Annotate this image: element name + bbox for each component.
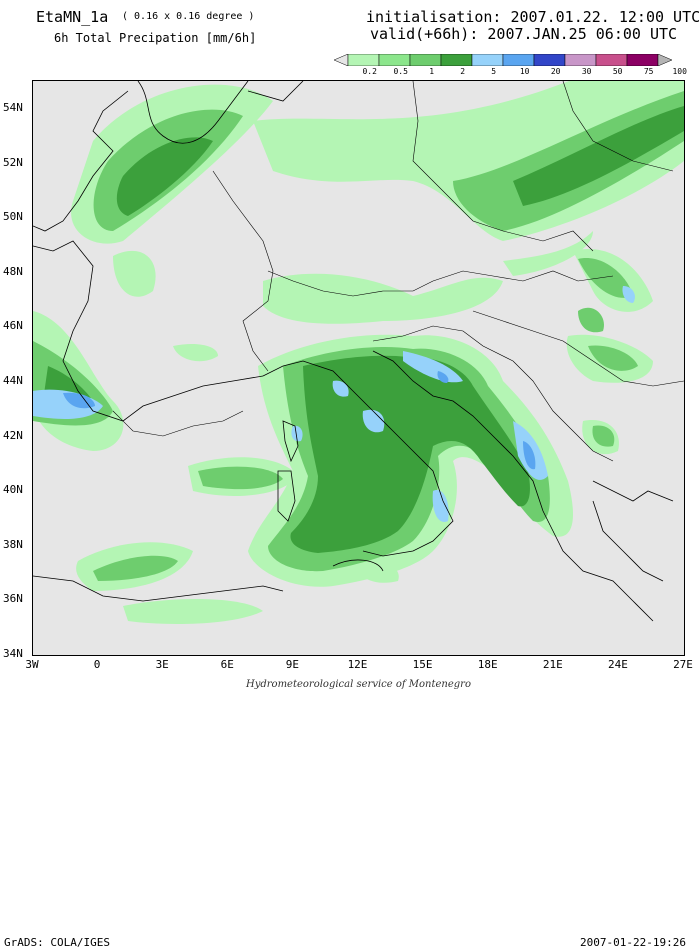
model-resolution: ( 0.16 x 0.16 degree ) (122, 11, 255, 22)
latitude-label: 38N (3, 537, 23, 551)
legend-swatch (334, 54, 349, 66)
legend-label: 50 (612, 67, 623, 76)
legend-swatch (564, 54, 597, 66)
borders (112, 81, 684, 462)
map-canvas (33, 81, 684, 624)
longitude-label: 15E (412, 658, 433, 671)
legend-swatch (595, 54, 628, 66)
longitude-label: 6E (220, 658, 234, 671)
latitude-label: 46N (3, 319, 23, 333)
model-name: EtaMN_1a (36, 8, 109, 26)
latitude-label: 44N (3, 374, 23, 387)
legend-swatch (378, 54, 411, 66)
color-legend (334, 54, 672, 66)
initialisation-line: initialisation: 2007.01.22. 12:00 UTC (366, 8, 700, 26)
latitude-label: 52N (3, 155, 23, 169)
legend-label: 30 (581, 67, 592, 76)
longitude-label: 18E (477, 658, 498, 671)
latitude-label: 40N (3, 483, 23, 497)
legend-label: 20 (550, 67, 561, 76)
latitude-label: 36N (3, 592, 23, 606)
valid-value: 2007.JAN.25 06:00 UTC (487, 25, 678, 43)
longitude-label: 3W (25, 658, 39, 671)
footer-software: GrADS: COLA/IGES (4, 936, 110, 949)
legend-swatch (502, 54, 535, 66)
longitude-label: 24E (607, 658, 628, 671)
latitude-label: 48N (3, 264, 23, 278)
legend-swatch (533, 54, 566, 66)
precipitation-map (32, 80, 685, 656)
longitude-label: 0 (93, 658, 101, 671)
legend-swatch (440, 54, 473, 66)
legend-swatch (657, 54, 672, 66)
legend-swatch (347, 54, 380, 66)
longitude-label: 21E (542, 658, 563, 671)
init-value: 2007.01.22. 12:00 UTC (510, 8, 700, 26)
longitude-label: 9E (285, 658, 300, 671)
legend-label: 5 (491, 67, 497, 76)
coastlines (33, 81, 674, 622)
legend-label: 75 (643, 67, 654, 76)
init-label: initialisation: (366, 8, 502, 26)
legend-label: 0.5 (393, 67, 408, 76)
longitude-label: 3E (155, 658, 169, 671)
latitude-label: 34N (3, 647, 23, 660)
legend-swatch (626, 54, 659, 66)
legend-label: 0.2 (362, 67, 377, 76)
precip-10-layer (63, 371, 536, 470)
latitude-label: 42N (3, 428, 23, 442)
legend-swatch (471, 54, 504, 66)
legend-label: 1 (429, 67, 435, 76)
latitude-label: 50N (3, 210, 23, 224)
legend-label: 10 (519, 67, 530, 76)
latitude-label: 54N (3, 101, 23, 114)
product-title: 6h Total Precipation [mm/6h] (54, 31, 257, 45)
precip-2-layer (43, 106, 684, 553)
longitude-label: 12E (347, 658, 368, 671)
legend-label: 2 (460, 67, 466, 76)
longitude-label: 27E (673, 658, 693, 671)
valid-line: valid(+66h): 2007.JAN.25 06:00 UTC (370, 25, 677, 43)
valid-label: valid(+66h): (370, 25, 479, 43)
legend-swatch (409, 54, 442, 66)
legend-label: 100 (672, 67, 687, 76)
footer-timestamp: 2007-01-22-19:26 (580, 936, 686, 949)
credit-line: Hydrometeorological service of Montenegr… (246, 679, 471, 690)
